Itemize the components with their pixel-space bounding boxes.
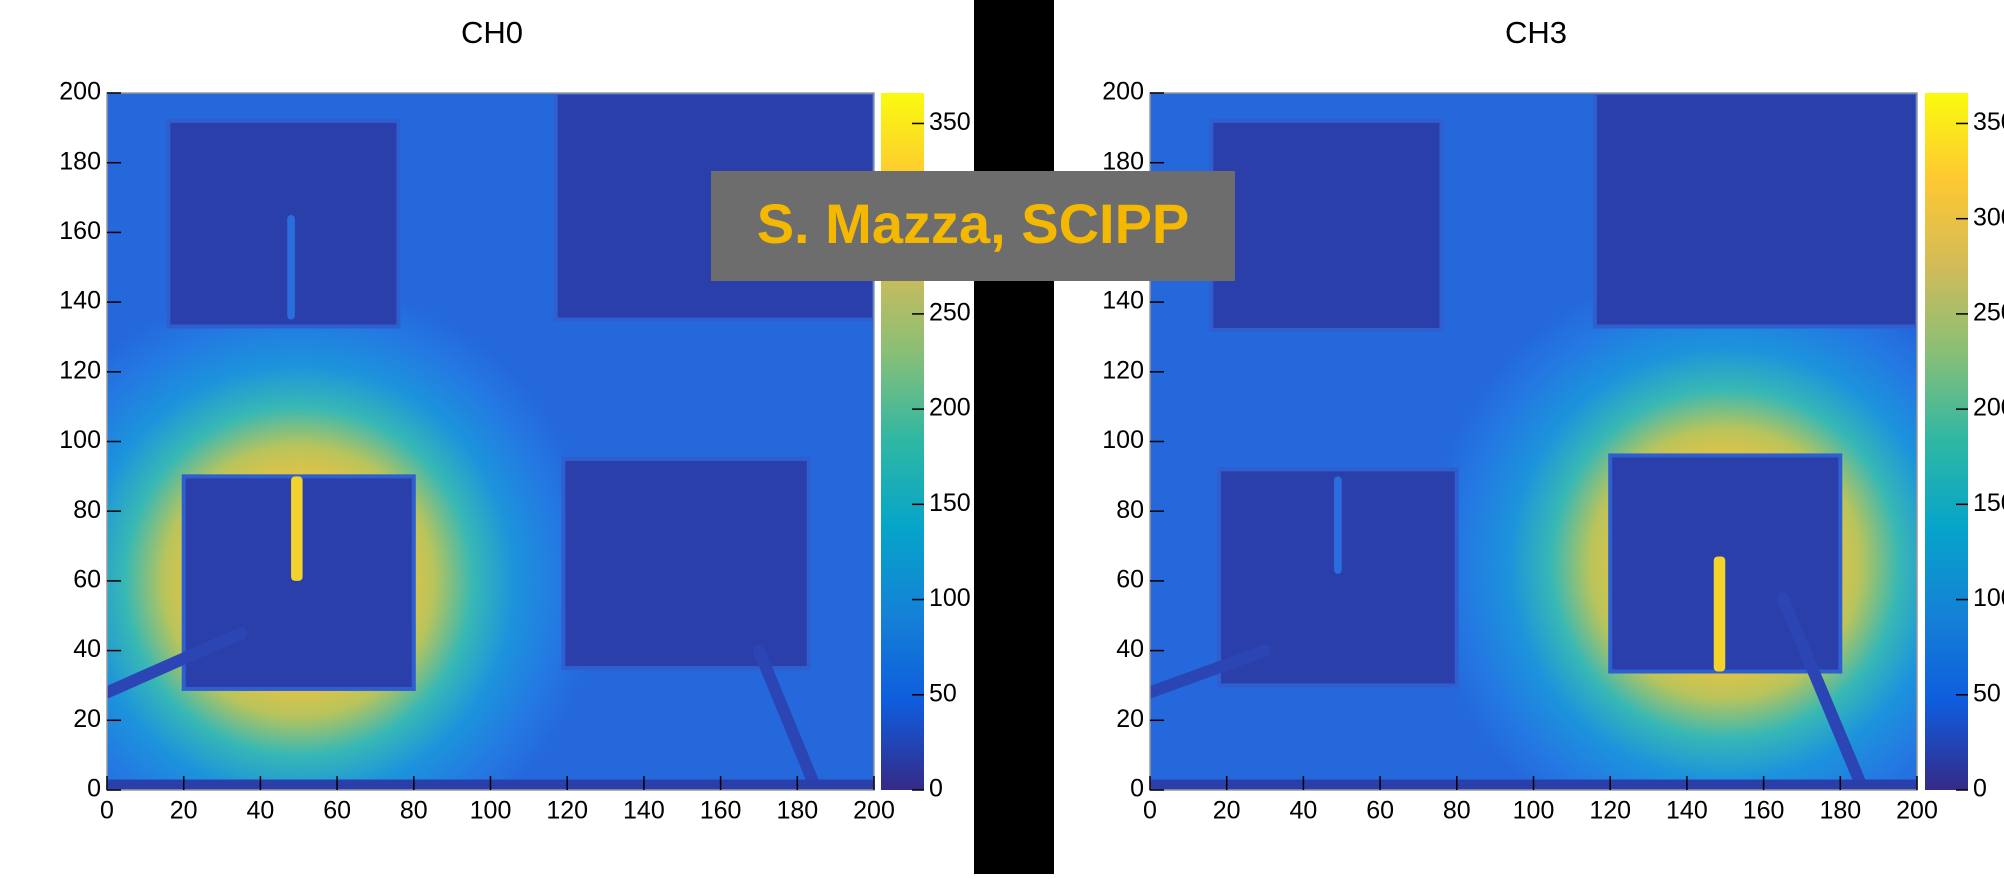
x-tick-label: 60	[1366, 797, 1394, 825]
colorbar-tick-label: 350	[929, 108, 971, 136]
y-tick-label: 60	[73, 566, 101, 594]
y-tick-label: 140	[59, 287, 101, 315]
y-tick-label: 20	[73, 705, 101, 733]
x-tick-label: 20	[170, 797, 198, 825]
x-tick-label: 160	[700, 797, 742, 825]
y-tick-label: 40	[1116, 635, 1144, 663]
slit	[1713, 556, 1726, 672]
pad	[166, 118, 401, 329]
y-tick-label: 200	[1102, 78, 1144, 106]
x-tick-label: 100	[1513, 797, 1555, 825]
y-tick-label: 60	[1116, 566, 1144, 594]
x-tick-label: 60	[323, 797, 351, 825]
x-tick-label: 180	[776, 797, 818, 825]
x-tick-label: 40	[246, 797, 274, 825]
y-tick-label: 0	[87, 775, 101, 803]
y-tick-label: 120	[1102, 356, 1144, 384]
colorbar	[1925, 93, 1968, 790]
colorbar-tick-label: 200	[929, 394, 971, 422]
panel: CH3 0 20 40 60 80 100 120 140 160 180 200 0 20 40 60 80 1…	[1102, 15, 2004, 824]
y-tick-label: 200	[59, 78, 101, 106]
y-tick-label: 80	[73, 496, 101, 524]
slit	[287, 214, 295, 320]
colorbar-tick-label: 150	[1973, 489, 2004, 517]
separator	[974, 0, 1054, 874]
colorbar-tick-label: 350	[1973, 108, 2004, 136]
colorbar-tick-label: 200	[1973, 394, 2004, 422]
x-tick-label: 180	[1819, 797, 1861, 825]
y-tick-label: 20	[1116, 705, 1144, 733]
strip	[752, 644, 823, 790]
x-tick-label: 0	[1143, 797, 1157, 825]
chart-title: CH3	[1505, 15, 1567, 50]
panel: CH0 0 20 40 60 80 100 120 140 160 180 200 0 20 40 60 80 1…	[59, 15, 970, 824]
y-tick-label: 0	[1130, 775, 1144, 803]
y-tick-label: 180	[59, 147, 101, 175]
y-tick-label: 40	[73, 635, 101, 663]
colorbar-tick-label: 50	[1973, 679, 2001, 707]
x-tick-label: 160	[1743, 797, 1785, 825]
chart-title: CH0	[461, 15, 523, 50]
x-tick-label: 20	[1213, 797, 1241, 825]
x-tick-label: 200	[853, 797, 895, 825]
colorbar-tick-label: 150	[929, 489, 971, 517]
colorbar-tick-label: 0	[1973, 775, 1987, 803]
x-tick-label: 120	[546, 797, 588, 825]
x-tick-label: 0	[100, 797, 114, 825]
pad	[1209, 118, 1444, 332]
x-tick-label: 120	[1589, 797, 1631, 825]
credit: S. Mazza, SCIPP	[757, 192, 1190, 255]
y-tick-label: 100	[1102, 426, 1144, 454]
heatmap	[1150, 93, 1917, 790]
y-tick-label: 140	[1102, 287, 1144, 315]
y-tick-label: 80	[1116, 496, 1144, 524]
x-tick-label: 140	[1666, 797, 1708, 825]
y-tick-label: 120	[59, 356, 101, 384]
y-tick-label: 100	[59, 426, 101, 454]
x-tick-label: 80	[400, 797, 428, 825]
x-tick-label: 100	[470, 797, 512, 825]
colorbar-tick-label: 100	[1973, 584, 2004, 612]
x-tick-label: 40	[1289, 797, 1317, 825]
strip	[107, 627, 248, 699]
strip	[1150, 644, 1272, 699]
credit-box	[711, 171, 1235, 281]
colorbar-tick-label: 300	[1973, 203, 2004, 231]
y-tick-label: 180	[1102, 147, 1144, 175]
colorbar-tick-label: 250	[929, 299, 971, 327]
x-tick-label: 80	[1443, 797, 1471, 825]
slit	[1334, 476, 1342, 574]
pad	[561, 456, 811, 671]
x-tick-label: 200	[1896, 797, 1938, 825]
colorbar-tick-label: 0	[929, 775, 943, 803]
y-tick-label: 160	[59, 217, 101, 245]
x-tick-label: 140	[623, 797, 665, 825]
colorbar-tick-label: 50	[929, 679, 957, 707]
pad	[1592, 93, 1917, 329]
slit	[291, 476, 303, 581]
colorbar-tick-label: 250	[1973, 299, 2004, 327]
strip	[1776, 592, 1870, 790]
colorbar-tick-label: 100	[929, 584, 971, 612]
